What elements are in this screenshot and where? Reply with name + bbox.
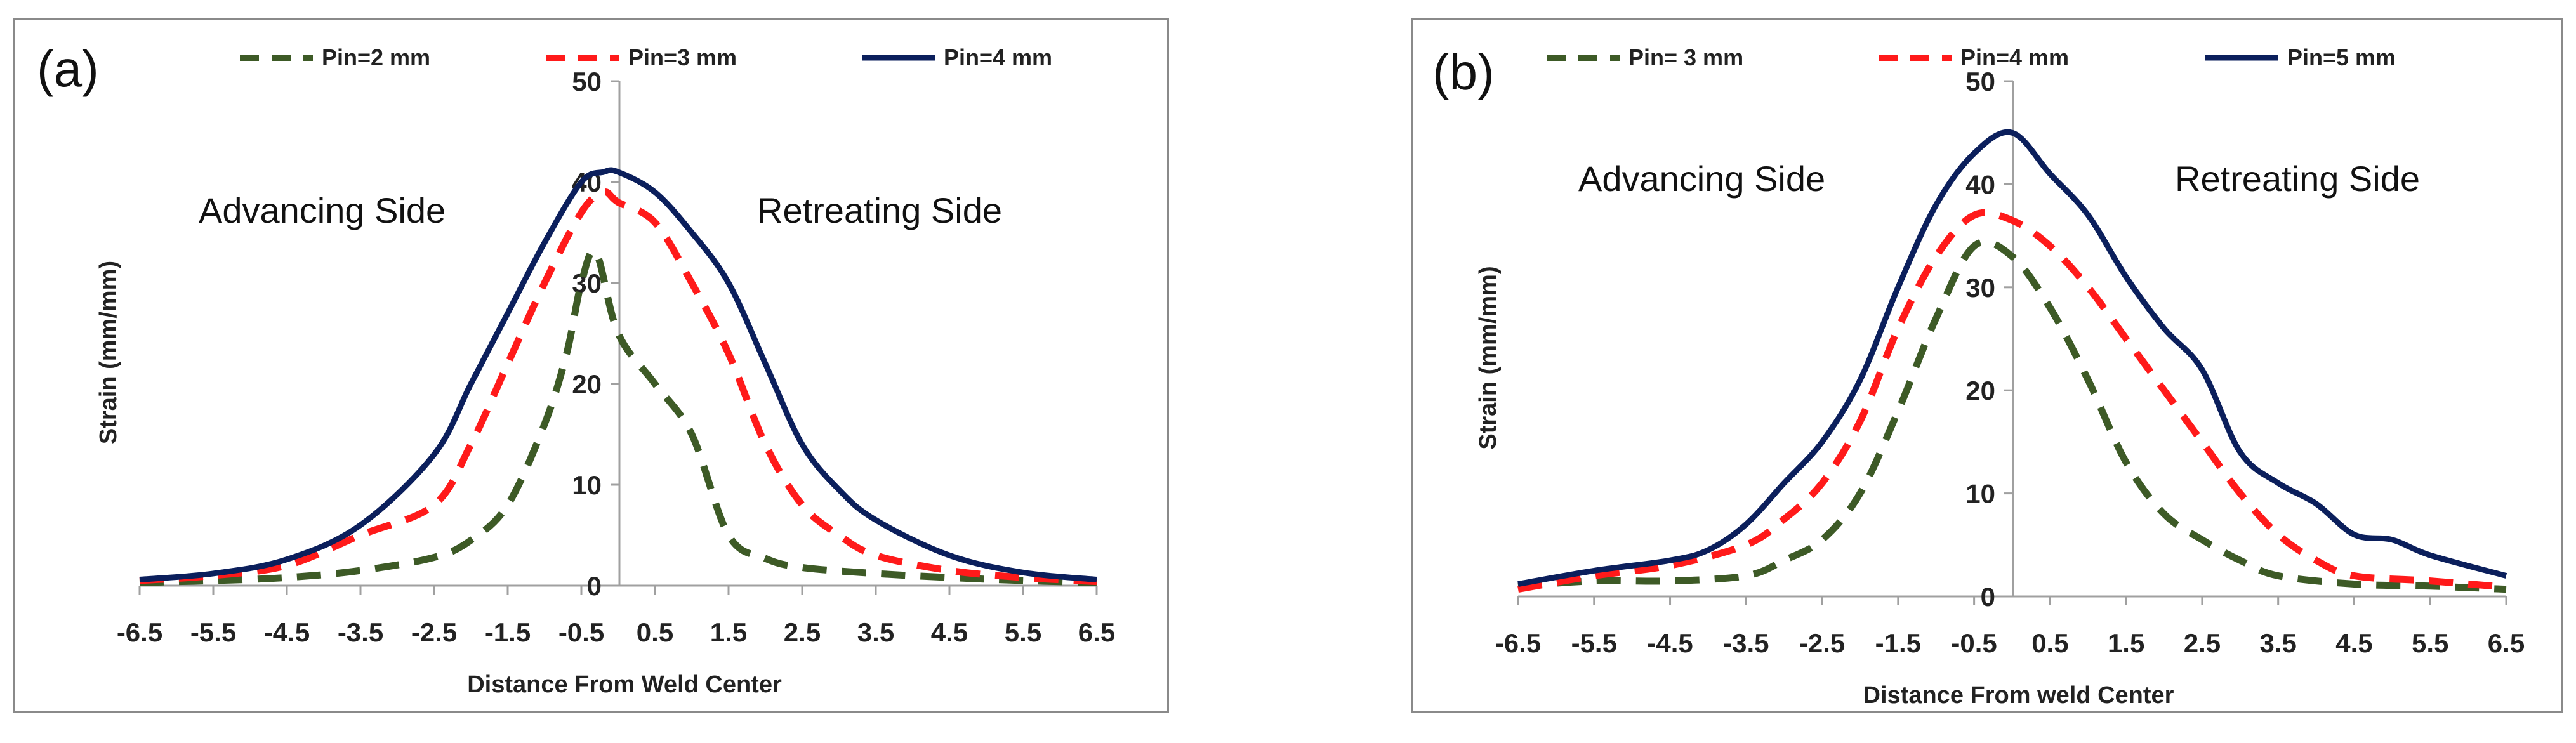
x-tick-label: -2.5 [411,617,457,647]
chart-panel-b: -6.5 -5.5 -4.5 -3.5 -2.5 -1.5 -0.5 0.5 1.5 2.5 3.5… [1411,18,2563,713]
legend-label: Pin=2 mm [322,44,430,70]
x-tick-label: 6.5 [2488,628,2525,658]
y-tick-label: 50 [1965,67,1995,96]
series-line-pin-4-mm [1517,209,2507,593]
legend-label: Pin=3 mm [628,44,737,70]
chart-b: -6.5 -5.5 -4.5 -3.5 -2.5 -1.5 -0.5 0.5 1.5 2.5 3.5… [1432,44,2525,709]
x-tick-label: 5.5 [2412,628,2448,658]
y-tick-label: 0 [587,571,602,601]
series-line-pin-2-mm [139,247,1097,586]
y-tick-label: 30 [1965,273,1995,303]
y-tick-label: 40 [1965,169,1995,199]
x-tick-label: -0.5 [1951,628,1997,658]
y-tick-label: 20 [572,369,602,399]
panel-label: (a) [37,41,99,97]
y-tick-label: 20 [1965,376,1995,405]
x-tick-label: 0.5 [637,617,673,647]
x-tick-label: -3.5 [338,617,383,647]
x-tick-label: -6.5 [1495,628,1541,658]
annotation-advancing-side: Advancing Side [1578,159,1825,199]
x-tick-label: -1.5 [1875,628,1921,658]
y-axis-title: Strain (mm/mm) [95,261,122,444]
y-tick-label: 10 [1965,479,1995,509]
series-line-pin-4-mm [139,167,1097,582]
x-tick-label: 0.5 [2031,628,2068,658]
x-tick-label: -2.5 [1799,628,1845,658]
series-line-pin-3-mm [139,188,1097,586]
series-line-pin-5-mm [1517,129,2507,587]
series-line-pin-3-mm [1517,238,2507,593]
x-tick-label: -3.5 [1723,628,1769,658]
x-tick-label: 6.5 [1078,617,1115,647]
y-tick-label: 10 [572,470,602,500]
x-tick-label: 5.5 [1005,617,1041,647]
x-tick-label: -5.5 [190,617,236,647]
x-tick-label: 1.5 [710,617,747,647]
x-tick-label: 3.5 [2259,628,2296,658]
annotation-advancing-side: Advancing Side [199,190,446,230]
legend-label: Pin=5 mm [2287,44,2396,70]
annotation-retreating-side: Retreating Side [757,190,1002,230]
x-tick-label: 2.5 [2184,628,2221,658]
x-tick-label: -5.5 [1571,628,1617,658]
y-tick-label: 50 [572,67,602,96]
x-tick-label: -4.5 [1647,628,1693,658]
y-tick-label: 0 [1981,582,1995,612]
legend-label: Pin=4 mm [944,44,1052,70]
x-tick-label: 4.5 [931,617,968,647]
x-tick-label: -0.5 [558,617,604,647]
chart-panel-a: -6.5 -5.5 -4.5 -3.5 -2.5 -1.5 -0.5 0.5 1.5 2.5 3.5… [13,18,1169,713]
chart-a: -6.5 -5.5 -4.5 -3.5 -2.5 -1.5 -0.5 0.5 1.5 2.5 3.5… [37,41,1115,698]
x-axis-title: Distance From Weld Center [467,671,782,698]
x-tick-label: 4.5 [2335,628,2372,658]
x-tick-label: 1.5 [2108,628,2144,658]
annotation-retreating-side: Retreating Side [2175,159,2420,199]
x-tick-label: -4.5 [264,617,310,647]
y-axis-title: Strain (mm/mm) [1475,266,1502,449]
legend-label: Pin=4 mm [1960,44,2069,70]
x-tick-label: -6.5 [117,617,162,647]
x-tick-label: 3.5 [857,617,894,647]
x-tick-label: -1.5 [485,617,531,647]
x-tick-label: 2.5 [784,617,821,647]
x-axis-title: Distance From weld Center [1863,682,2174,709]
legend-label: Pin= 3 mm [1628,44,1743,70]
panel-label: (b) [1432,44,1495,100]
